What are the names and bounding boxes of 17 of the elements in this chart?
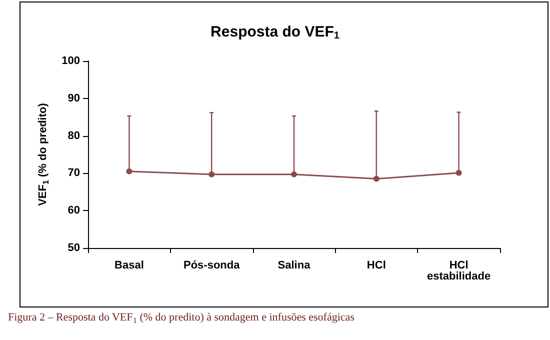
y-tick-label: 60	[68, 204, 80, 217]
y-tick-label: 50	[68, 242, 80, 254]
y-tick-label: 90	[68, 92, 80, 104]
y-tick-label: 100	[62, 55, 80, 67]
point	[291, 171, 297, 178]
x-tick-label: HCl estabilidade	[427, 260, 491, 282]
point	[208, 171, 215, 178]
x-tick-label: Pós-sonda	[183, 260, 241, 272]
x-tick-label: Salina	[278, 260, 312, 272]
point	[456, 170, 462, 176]
y-tick-label: 70	[68, 167, 80, 180]
point	[126, 168, 132, 174]
x-tick-label: HCl	[366, 260, 386, 272]
point	[373, 176, 380, 182]
y-axis-title: VEF1 (% do predito)	[37, 102, 50, 206]
y-tick-label: 80	[68, 130, 80, 142]
x-tick-label: Basal	[114, 260, 144, 272]
